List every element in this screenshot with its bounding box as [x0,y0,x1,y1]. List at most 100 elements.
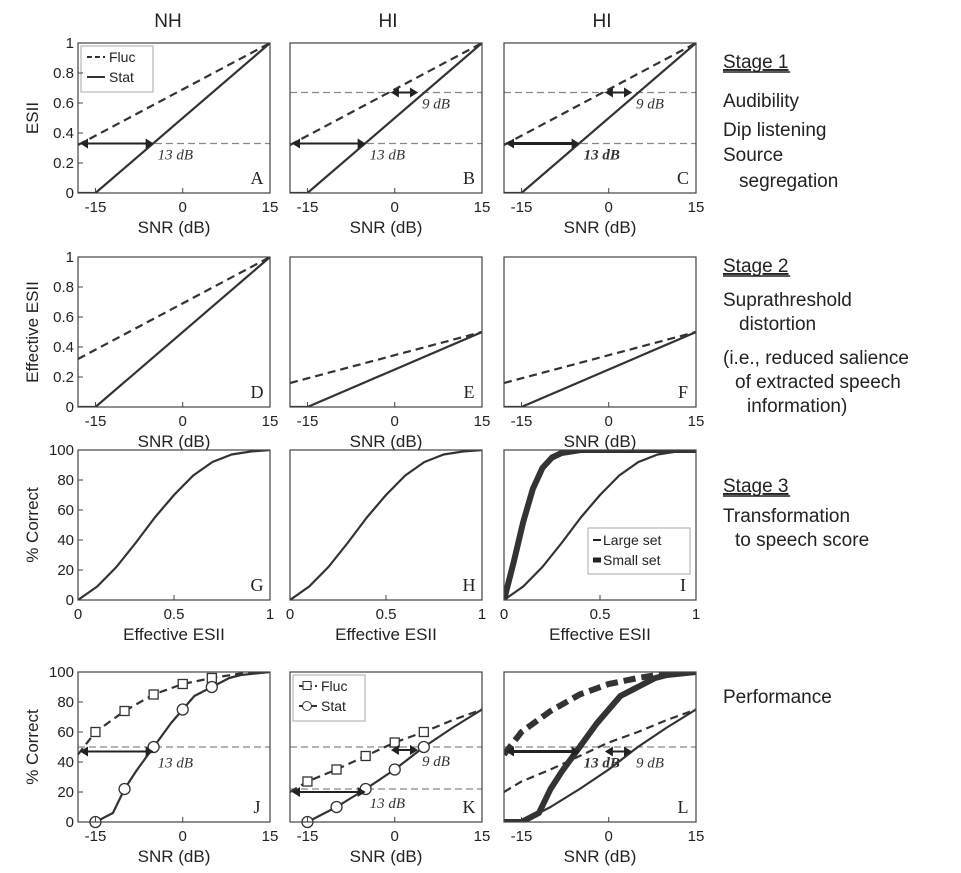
plot-area [504,330,696,407]
x-tick-label: -15 [297,828,319,845]
plot-area [78,43,270,193]
y-tick-label: 0 [66,399,74,416]
arrow-label: 9 dB [636,756,664,772]
series-line [504,450,696,600]
axes-frame [77,671,271,823]
stage-heading: Stage 1 [723,52,789,73]
panel-F: -15 0 15 SNR (dB) F [503,256,704,451]
x-axis-label: SNR (dB) [138,847,211,866]
panel-I: Large set Small set 0 0.5 1 Effective ESII I [500,449,700,644]
legend-marker [302,701,312,711]
square-marker [389,737,400,748]
series-line [78,257,270,360]
x-tick-label: 0 [179,828,187,845]
panel-letter: A [251,168,264,188]
arrow-label: 13 dB [370,796,405,812]
x-tick-label: 0 [391,199,399,216]
x-tick-label: 15 [474,413,491,430]
series-line [504,708,696,822]
y-tick-label: 0.6 [53,309,74,326]
x-tick-label: 15 [474,199,491,216]
note-text: Transformation [723,506,850,527]
arrow-head [624,87,632,98]
panel-H: 0 0.5 1 Effective ESII H [286,449,486,644]
legend-marker [302,681,312,690]
legend-label: Fluc [109,49,135,65]
series-line [504,330,696,385]
y-tick-label: 60 [57,502,74,519]
x-tick-label: -15 [85,828,107,845]
x-tick-label: 0 [605,413,613,430]
circle-marker [118,782,131,796]
x-tick-label: 0 [179,199,187,216]
y-tick-label: 0.2 [53,369,74,386]
series-line [504,672,696,757]
note-text: Suprathreshold [723,290,852,311]
x-tick-label: -15 [511,413,533,430]
arrow-head [410,87,418,98]
note-text: segregation [739,171,838,192]
plot-area [78,257,270,407]
plot-area [504,450,696,600]
column-header: NH [154,11,181,32]
panel-letter: E [464,382,475,402]
note-text: Performance [723,687,832,708]
x-tick-label: 0 [286,606,294,623]
x-tick-label: -15 [511,199,533,216]
x-axis-label: Effective ESII [549,625,651,644]
y-axis-label: % Correct [23,709,42,785]
arrow-label: 13 dB [584,148,620,164]
panel-K: 13 dB 9 dB Fluc Stat -15 0 15 SNR (dB) K [289,671,491,866]
arrow-head [506,138,514,149]
plot-area [78,672,270,822]
x-axis-label: SNR (dB) [564,847,637,866]
series-line [290,43,482,146]
arrow-label: 9 dB [636,97,664,113]
x-tick-label: 0 [391,828,399,845]
note-text: information) [747,396,847,417]
square-marker [148,689,159,700]
plot-area [78,450,270,600]
arrow-head [145,746,154,757]
column-header: HI [593,11,612,32]
y-tick-label: 20 [57,784,74,801]
axes-frame [77,256,271,408]
x-tick-label: 0 [605,828,613,845]
y-axis-label: Effective ESII [23,281,42,383]
x-tick-label: 15 [262,199,279,216]
x-tick-label: 1 [266,606,274,623]
x-axis-label: Effective ESII [335,625,437,644]
arrow-head [357,787,366,797]
axes-frame [503,256,697,408]
panel-letter: D [251,382,264,402]
x-tick-label: 15 [474,828,491,845]
series-line [78,450,270,600]
square-marker [418,726,429,738]
panel-A: 13 dB Fluc Stat -15 0 15 0 0.2 0.4 0.6 0.8 1 SNR (dB… [23,35,278,237]
arrow-label: 13 dB [158,148,193,164]
panel-letter: F [678,382,688,402]
y-tick-label: 0 [66,814,74,831]
arrow-label: 13 dB [158,756,193,772]
x-axis-label: SNR (dB) [138,432,211,451]
panel-letter: B [463,168,475,188]
x-tick-label: -15 [85,413,107,430]
x-tick-label: 1 [478,606,486,623]
arrow-head [292,138,300,149]
series-line [504,43,696,193]
circle-marker [176,703,189,716]
arrow-head [357,138,366,149]
x-axis-label: SNR (dB) [350,218,423,237]
panel-C: 13 dB 9 dB -15 0 15 SNR (dB) C [503,42,704,237]
y-axis-label: % Correct [23,487,42,563]
x-tick-label: 0.5 [164,606,185,623]
arrow-head [390,87,399,98]
y-tick-label: 0.6 [53,95,74,112]
plot-area [290,450,482,600]
note-text: distortion [739,314,816,335]
legend-label: Large set [603,532,661,548]
y-tick-label: 1 [66,249,74,266]
y-tick-label: 0 [66,592,74,609]
square-marker [331,764,342,775]
arrow-head [506,746,514,757]
